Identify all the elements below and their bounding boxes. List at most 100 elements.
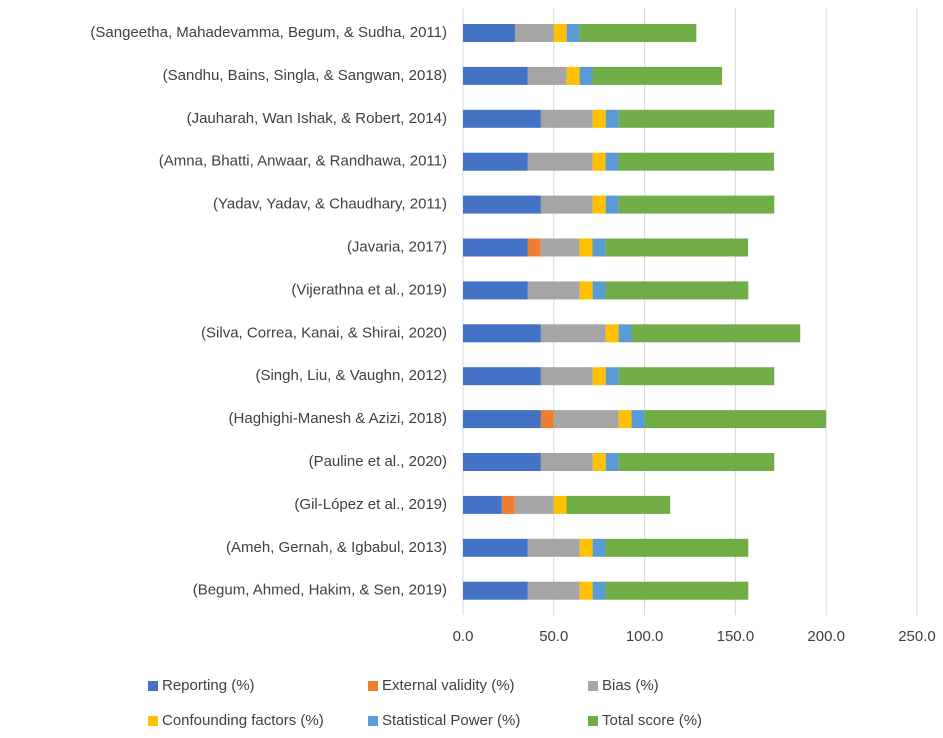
bar-segment: [579, 538, 593, 557]
bar-segment: [631, 324, 801, 343]
y-tick-label: (Pauline et al., 2020): [309, 453, 447, 470]
bar-segment: [618, 453, 775, 471]
bar-segment: [592, 152, 606, 171]
bar-segment: [463, 410, 541, 429]
bar-segment: [463, 453, 541, 471]
legend-swatch: [368, 681, 378, 691]
x-tick-label: 150.0: [717, 628, 755, 645]
bar-segment: [527, 66, 567, 85]
bar-segment: [579, 238, 593, 257]
bar-segment: [514, 495, 554, 514]
legend-label: External validity (%): [382, 677, 515, 694]
bar-segment: [592, 538, 606, 557]
bar-segment: [501, 495, 515, 514]
x-tick-label: 100.0: [626, 628, 664, 645]
bar-segment: [527, 581, 580, 600]
bar-segment: [605, 109, 619, 128]
bar-segment: [579, 281, 593, 300]
bar-segment: [463, 367, 541, 386]
bar-segment: [618, 152, 775, 171]
bar-segment: [605, 538, 749, 557]
bar-segment: [463, 281, 528, 300]
bar-segment: [566, 66, 580, 85]
x-tick-label: 250.0: [898, 628, 936, 645]
bar-segment: [463, 152, 528, 171]
y-tick-label: (Ameh, Gernah, & Igbabul, 2013): [226, 539, 447, 556]
legend-swatch: [148, 681, 158, 691]
bar-segment: [463, 581, 528, 600]
bar-segment: [463, 109, 541, 128]
bar-segment: [605, 367, 619, 386]
bar-segment: [566, 24, 580, 42]
bar-segment: [618, 109, 775, 128]
bar-segment: [592, 238, 606, 257]
legend-label: Confounding factors (%): [162, 712, 324, 729]
x-tick-label: 50.0: [539, 628, 568, 645]
bar-segment: [631, 410, 645, 429]
bar-segment: [618, 367, 775, 386]
bar-segment: [463, 66, 528, 85]
bar-segment: [605, 152, 619, 171]
bar-segment: [644, 410, 827, 429]
bar-segment: [540, 238, 580, 257]
bar-segment: [618, 195, 775, 214]
legend-swatch: [368, 716, 378, 726]
x-tick-label: 200.0: [807, 628, 845, 645]
y-tick-label: (Singh, Liu, & Vaughn, 2012): [255, 367, 447, 384]
bar-segment: [540, 109, 593, 128]
x-tick-label: 0.0: [453, 628, 474, 645]
bar-segment: [527, 238, 541, 257]
bar-segment: [540, 324, 606, 343]
y-tick-label: (Haghighi-Manesh & Azizi, 2018): [229, 410, 447, 427]
bar-segment: [463, 324, 541, 343]
bar-segment: [605, 195, 619, 214]
y-tick-label: (Gil-López et al., 2019): [294, 496, 447, 513]
bar-segment: [566, 495, 671, 514]
bar-segment: [463, 195, 541, 214]
bar-segment: [592, 66, 723, 85]
bar-segment: [527, 281, 580, 300]
bar-segment: [540, 367, 593, 386]
bar-segment: [527, 538, 580, 557]
y-tick-label: (Begum, Ahmed, Hakim, & Sen, 2019): [193, 582, 447, 599]
bar-segment: [605, 453, 619, 471]
bar-segment: [463, 24, 515, 42]
bar-segment: [592, 581, 606, 600]
legend-label: Statistical Power (%): [382, 712, 520, 729]
bar-segment: [553, 495, 567, 514]
y-tick-label: (Javaria, 2017): [347, 238, 447, 255]
bar-segment: [540, 410, 554, 429]
bar-segment: [540, 195, 593, 214]
y-tick-label: (Sandhu, Bains, Singla, & Sangwan, 2018): [163, 67, 447, 84]
y-tick-label: (Vijerathna et al., 2019): [291, 281, 447, 298]
bar-segment: [463, 538, 528, 557]
legend-swatch: [588, 681, 598, 691]
bar-segment: [618, 324, 632, 343]
bar-segment: [618, 410, 632, 429]
bar-segment: [605, 238, 749, 257]
legend-swatch: [148, 716, 158, 726]
legend-label: Reporting (%): [162, 677, 255, 694]
bar-segment: [605, 581, 749, 600]
legend-label: Total score (%): [602, 712, 702, 729]
y-tick-label: (Silva, Correa, Kanai, & Shirai, 2020): [201, 324, 447, 341]
bar-segment: [579, 66, 593, 85]
bar-segment: [579, 24, 697, 42]
bar-segment: [592, 195, 606, 214]
bar-segment: [592, 109, 606, 128]
y-tick-label: (Yadav, Yadav, & Chaudhary, 2011): [213, 196, 447, 213]
y-tick-label: (Sangeetha, Mahadevamma, Begum, & Sudha,…: [90, 24, 447, 41]
bar-segment: [463, 495, 502, 514]
bar-segment: [605, 324, 619, 343]
bar-segment: [463, 238, 528, 257]
bar-segment: [579, 581, 593, 600]
bar-segment: [592, 281, 606, 300]
bar-segment: [605, 281, 749, 300]
bar-segment: [553, 24, 567, 42]
bar-segment: [540, 453, 593, 471]
bar-segment: [527, 152, 593, 171]
bar-segment: [592, 367, 606, 386]
y-tick-label: (Amna, Bhatti, Anwaar, & Randhawa, 2011): [159, 153, 447, 170]
bar-segment: [592, 453, 606, 471]
